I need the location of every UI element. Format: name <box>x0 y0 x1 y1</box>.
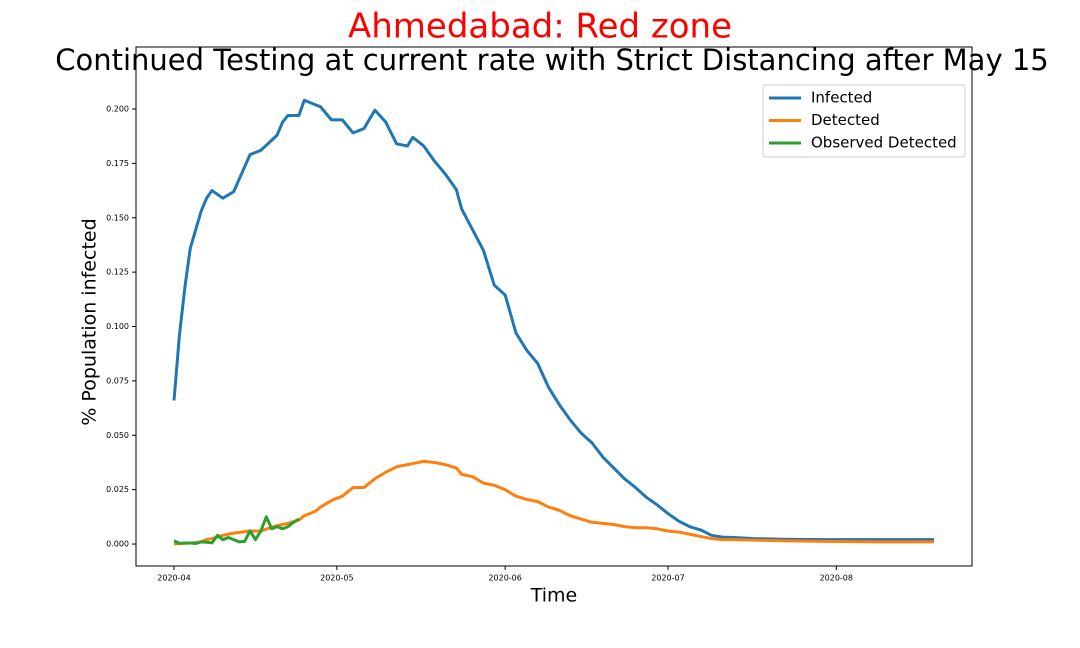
chart-subtitle: Continued Testing at current rate with S… <box>55 43 1048 77</box>
y-tick-label: 0.175 <box>106 159 129 168</box>
legend-box <box>762 84 966 158</box>
chart-title: Ahmedabad: Red zone <box>348 7 732 47</box>
series-line <box>173 459 934 546</box>
y-tick-label: 0.150 <box>106 213 129 222</box>
series-line <box>172 98 934 542</box>
legend-label: Infected <box>811 89 872 107</box>
x-tick-label: 2020-08 <box>820 574 853 583</box>
y-tick-label: 0.050 <box>106 431 129 440</box>
y-tick-label: 0.125 <box>106 268 129 277</box>
x-tick-label: 2020-04 <box>157 574 190 583</box>
y-axis-label: % Population infected <box>79 218 101 425</box>
x-tick-label: 2020-05 <box>320 574 353 583</box>
x-tick-label: 2020-06 <box>488 574 521 583</box>
y-tick-label: 0.075 <box>106 376 129 385</box>
x-axis-label: Time <box>530 585 578 607</box>
y-tick-label: 0.000 <box>106 540 129 549</box>
x-tick-label: 2020-07 <box>651 574 684 583</box>
legend-label: Observed Detected <box>811 134 957 152</box>
y-tick-label: 0.200 <box>106 104 129 113</box>
y-tick-label: 0.025 <box>106 485 129 494</box>
plot-area <box>135 46 973 567</box>
y-tick-label: 0.100 <box>106 322 129 331</box>
series-line <box>173 515 300 546</box>
legend-label: Detected <box>811 111 880 129</box>
